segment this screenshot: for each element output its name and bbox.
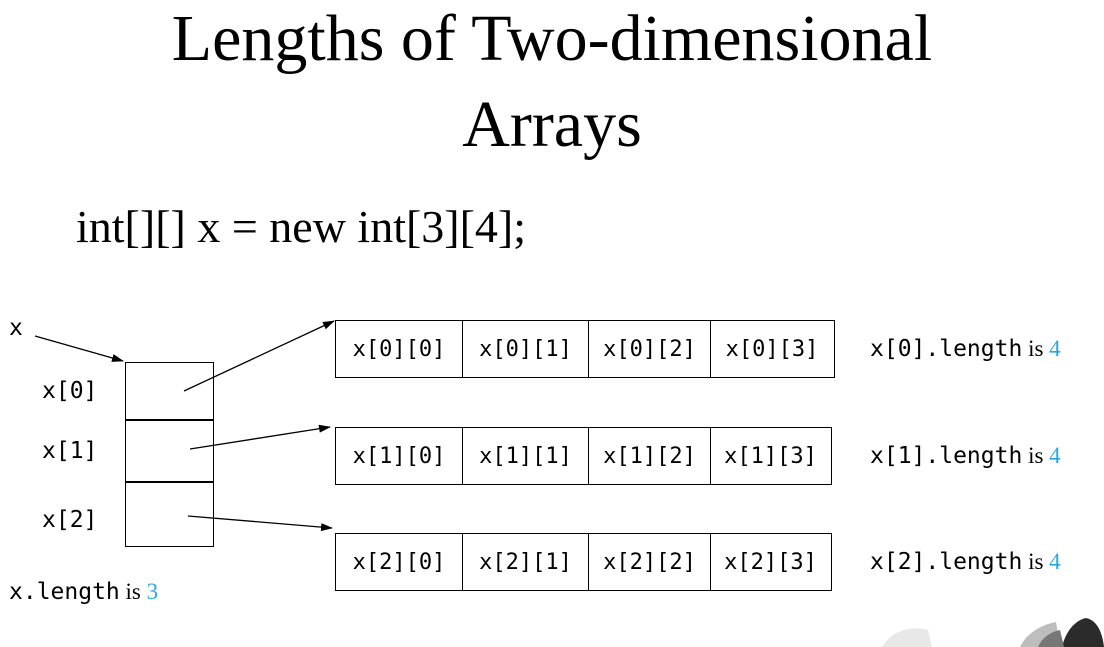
ref-cell-2 <box>125 481 214 547</box>
array-cell: x[0][2] <box>589 321 711 377</box>
array-row-2: x[2][0] x[2][1] x[2][2] x[2][3] <box>335 533 832 591</box>
array-cell: x[1][3] <box>724 443 817 469</box>
array-cell: x[0][1] <box>463 321 589 377</box>
row-length-expr: x[1].length <box>870 443 1023 469</box>
ref-label-0: x[0] <box>42 378 98 404</box>
row-length-1: x[1].length is 4 <box>870 444 1061 468</box>
row-length-value: 4 <box>1049 549 1061 574</box>
row-length-expr: x[0].length <box>870 336 1023 362</box>
x-length-value: 3 <box>146 579 159 604</box>
code-declaration: int[][] x = new int[3][4]; <box>76 201 527 252</box>
array-cell: x[0][3] <box>725 336 819 362</box>
array-cell: x[1][0] <box>336 428 463 484</box>
ref-cell-0 <box>125 362 214 421</box>
ref-label-2: x[2] <box>42 507 98 533</box>
row-length-0: x[0].length is 4 <box>870 337 1061 361</box>
x0-pointer-arrow <box>183 320 335 392</box>
array-cell: x[0][0] <box>336 321 463 377</box>
array-cell: x[2][3] <box>724 549 817 575</box>
array-cell: x[2][2] <box>589 534 711 590</box>
x-length-expr: x.length <box>9 579 120 605</box>
array-row-1: x[1][0] x[1][1] x[1][2] x[1][3] <box>335 427 832 485</box>
x-length-caption: x.length is 3 <box>9 580 158 604</box>
corner-decoration-icon <box>882 618 1104 647</box>
variable-x-label: x <box>9 315 23 341</box>
row-length-value: 4 <box>1049 443 1061 468</box>
ref-label-1: x[1] <box>42 438 98 464</box>
array-cell: x[2][1] <box>463 534 589 590</box>
ref-cell-1 <box>125 419 214 483</box>
x-pointer-arrow <box>34 335 124 362</box>
slide-title-line-2: Arrays <box>462 88 642 161</box>
array-cell: x[2][0] <box>336 534 463 590</box>
row-length-value: 4 <box>1049 336 1061 361</box>
array-row-0: x[0][0] x[0][1] x[0][2] x[0][3] <box>335 320 835 378</box>
row-length-expr: x[2].length <box>870 549 1023 575</box>
slide-title-line-1: Lengths of Two-dimensional <box>171 2 933 75</box>
row-length-is: is <box>1028 336 1044 361</box>
array-cell: x[1][2] <box>589 428 711 484</box>
row-length-is: is <box>1028 549 1044 574</box>
row-length-is: is <box>1028 443 1044 468</box>
x-length-is: is <box>125 579 141 604</box>
row-length-2: x[2].length is 4 <box>870 550 1061 574</box>
x2-pointer-arrow <box>187 515 333 532</box>
array-cell: x[1][1] <box>463 428 589 484</box>
